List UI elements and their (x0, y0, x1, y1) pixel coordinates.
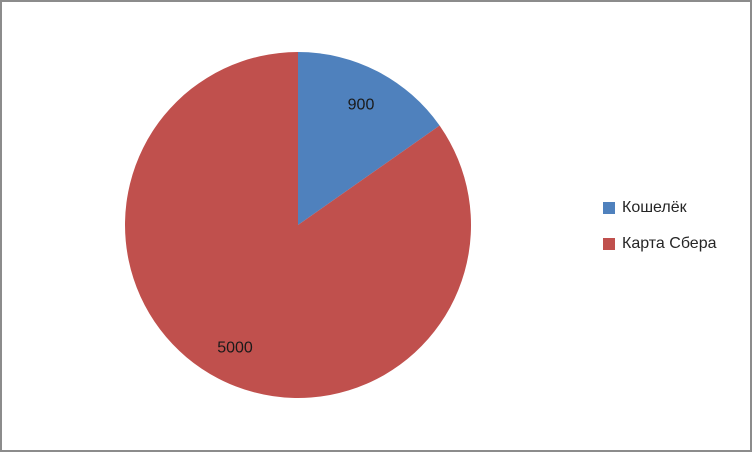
pie-slice-0[interactable] (298, 52, 440, 225)
legend: Кошелёк Карта Сбера (603, 196, 717, 255)
pie-slice-1[interactable] (125, 52, 472, 398)
legend-label: Карта Сбера (622, 234, 717, 252)
legend-item-koshelek[interactable]: Кошелёк (603, 196, 717, 219)
legend-swatch-blue-icon (603, 201, 615, 214)
legend-item-karta-sbera[interactable]: Карта Сбера (603, 232, 717, 255)
legend-label: Кошелёк (622, 198, 687, 216)
pie-data-label-0: 900 (348, 97, 375, 114)
legend-swatch-red-icon (603, 237, 615, 250)
pie-data-label-1: 5000 (217, 339, 253, 356)
